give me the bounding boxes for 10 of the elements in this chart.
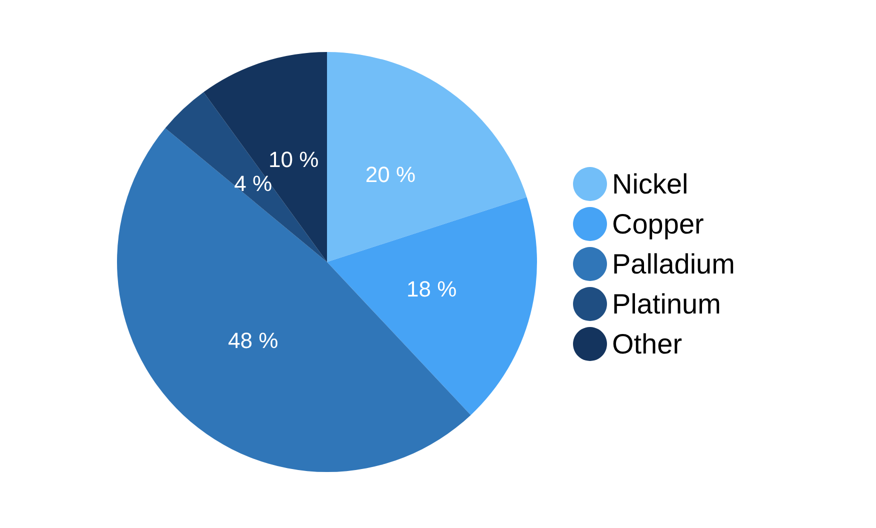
data-label: 18 %	[406, 276, 457, 302]
legend-label: Other	[612, 328, 682, 360]
legend-label: Platinum	[612, 288, 721, 320]
legend-label: Palladium	[612, 248, 735, 280]
data-label: 4 %	[234, 170, 272, 196]
legend-label: Nickel	[612, 168, 688, 200]
legend-label: Copper	[612, 208, 704, 240]
data-label: 20 %	[365, 162, 416, 188]
data-label: 48 %	[228, 328, 278, 354]
data-label: 10 %	[268, 146, 319, 172]
